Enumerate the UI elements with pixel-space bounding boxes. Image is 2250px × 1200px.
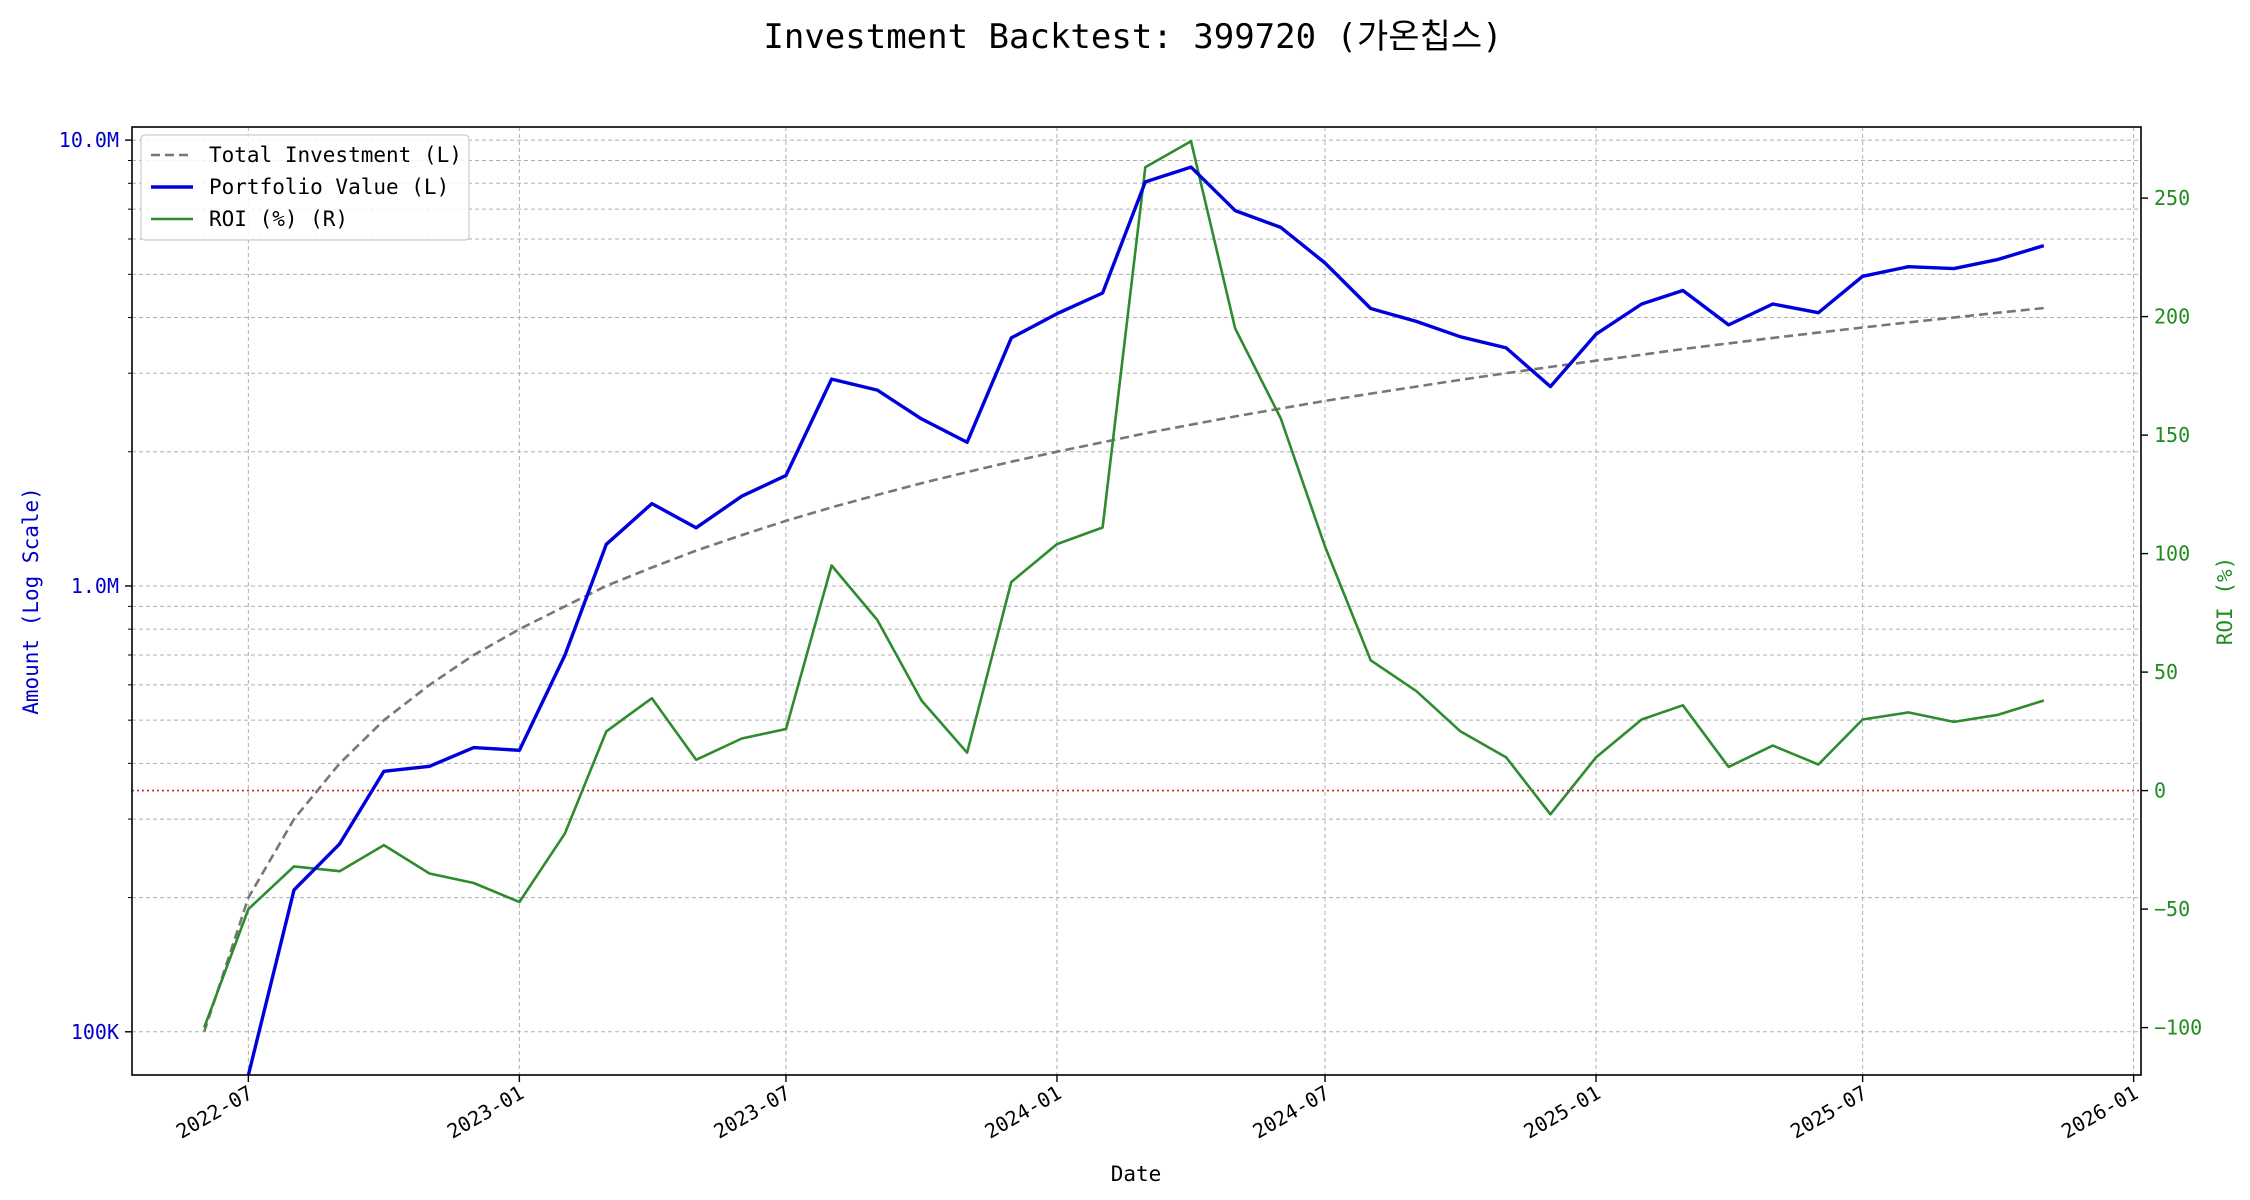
- x-tick-label: 2023-01: [443, 1081, 528, 1144]
- right-tick-label: −50: [2154, 897, 2190, 921]
- right-tick-label: 250: [2154, 186, 2190, 210]
- series-line-total-investment: [202, 306, 2044, 1033]
- right-tick-label: 100: [2154, 542, 2190, 566]
- plot-frame: [131, 126, 2142, 1076]
- x-axis: 2022-07 2023-01 2023-07 2024-01 2024-07 2025-…: [172, 1075, 2142, 1143]
- series-line-portfolio-value: [246, 165, 2045, 1076]
- series-line-roi: [202, 139, 2045, 1029]
- right-tick-label: 0: [2154, 779, 2166, 803]
- right-tick-label: 50: [2154, 660, 2178, 684]
- left-tick-label: 100K: [71, 1020, 119, 1044]
- x-tick-label: 2026-01: [2057, 1081, 2142, 1144]
- legend: Total Investment (L) Portfolio Value (L) R…: [140, 134, 470, 241]
- x-tick-label: 2022-07: [172, 1081, 257, 1144]
- series-layer: [202, 139, 2045, 1076]
- x-tick-label: 2024-07: [1249, 1081, 1334, 1144]
- legend-box: [140, 134, 470, 241]
- x-tick-label: 2025-01: [1520, 1081, 1605, 1144]
- x-axis-label: Date: [1111, 1162, 1162, 1186]
- legend-label: Portfolio Value (L): [209, 175, 449, 199]
- right-axis: −100 −50 0 50 100 150 200 250: [2141, 186, 2202, 1040]
- left-tick-label: 10.0M: [59, 128, 119, 152]
- left-axis: 100K 1.0M 10.0M: [59, 128, 132, 1044]
- chart-title: Investment Backtest: 399720 (가온칩스): [763, 17, 1502, 57]
- left-axis-label: Amount (Log Scale): [19, 487, 43, 715]
- grid: [132, 127, 2141, 1075]
- right-axis-label: ROI (%): [2213, 557, 2237, 646]
- x-tick-label: 2025-07: [1786, 1081, 1871, 1144]
- legend-label: Total Investment (L): [209, 143, 462, 167]
- right-tick-label: 150: [2154, 423, 2190, 447]
- x-tick-label: 2024-01: [980, 1081, 1065, 1144]
- left-tick-label: 1.0M: [71, 574, 119, 598]
- right-tick-label: −100: [2154, 1016, 2202, 1040]
- right-tick-label: 200: [2154, 305, 2190, 329]
- x-tick-label: 2023-07: [709, 1081, 794, 1144]
- legend-label: ROI (%) (R): [209, 207, 348, 231]
